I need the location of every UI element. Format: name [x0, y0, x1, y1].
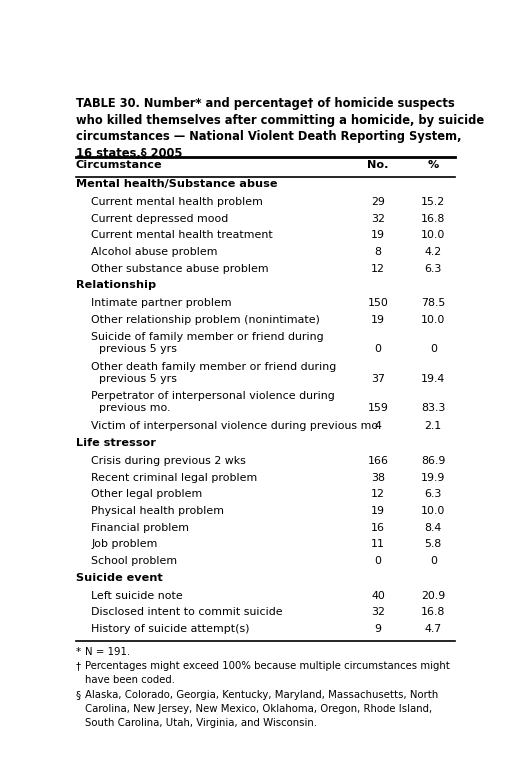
Text: Suicide event: Suicide event: [75, 573, 162, 583]
Text: Relationship: Relationship: [75, 281, 155, 291]
Text: 0: 0: [374, 344, 381, 353]
Text: 19.4: 19.4: [420, 374, 444, 384]
Text: Perpetrator of interpersonal violence during: Perpetrator of interpersonal violence du…: [91, 391, 334, 401]
Text: †: †: [75, 661, 84, 671]
Text: 16: 16: [370, 522, 384, 532]
Text: 5.8: 5.8: [424, 539, 441, 549]
Text: 19: 19: [370, 506, 384, 516]
Text: Suicide of family member or friend during: Suicide of family member or friend durin…: [91, 332, 323, 342]
Text: Circumstance: Circumstance: [75, 160, 162, 170]
Text: 10.0: 10.0: [420, 315, 445, 325]
Text: Current mental health treatment: Current mental health treatment: [91, 230, 273, 240]
Text: 40: 40: [371, 591, 384, 601]
Text: previous 5 yrs: previous 5 yrs: [99, 374, 177, 384]
Text: 19: 19: [370, 315, 384, 325]
Text: School problem: School problem: [91, 556, 177, 566]
Text: 8: 8: [374, 247, 381, 257]
Text: 4.7: 4.7: [424, 624, 441, 634]
Text: 150: 150: [367, 298, 388, 308]
Text: Mental health/Substance abuse: Mental health/Substance abuse: [75, 179, 276, 189]
Text: 12: 12: [371, 264, 384, 274]
Text: 0: 0: [374, 556, 381, 566]
Text: 0: 0: [429, 556, 436, 566]
Text: Financial problem: Financial problem: [91, 522, 189, 532]
Text: Carolina, New Jersey, New Mexico, Oklahoma, Oregon, Rhode Island,: Carolina, New Jersey, New Mexico, Oklaho…: [86, 704, 432, 714]
Text: 11: 11: [370, 539, 384, 549]
Text: Job problem: Job problem: [91, 539, 157, 549]
Text: Alcohol abuse problem: Alcohol abuse problem: [91, 247, 217, 257]
Text: No.: No.: [366, 160, 388, 170]
Text: South Carolina, Utah, Virginia, and Wisconsin.: South Carolina, Utah, Virginia, and Wisc…: [86, 718, 317, 728]
Text: 78.5: 78.5: [420, 298, 444, 308]
Text: 19: 19: [370, 230, 384, 240]
Text: 159: 159: [367, 404, 388, 413]
Text: 6.3: 6.3: [424, 489, 441, 499]
Text: 9: 9: [374, 624, 381, 634]
Text: History of suicide attempt(s): History of suicide attempt(s): [91, 624, 249, 634]
Text: Other substance abuse problem: Other substance abuse problem: [91, 264, 269, 274]
Text: Physical health problem: Physical health problem: [91, 506, 224, 516]
Text: *: *: [75, 647, 84, 656]
Text: 0: 0: [429, 344, 436, 353]
Text: 2.1: 2.1: [424, 422, 441, 431]
Text: 10.0: 10.0: [420, 506, 445, 516]
Text: Percentages might exceed 100% because multiple circumstances might: Percentages might exceed 100% because mu…: [86, 661, 449, 671]
Text: 10.0: 10.0: [420, 230, 445, 240]
Text: Current mental health problem: Current mental health problem: [91, 197, 263, 207]
Text: 4: 4: [374, 422, 381, 431]
Text: Current depressed mood: Current depressed mood: [91, 214, 228, 223]
Text: N = 191.: N = 191.: [86, 647, 130, 656]
Text: Crisis during previous 2 wks: Crisis during previous 2 wks: [91, 456, 246, 466]
Text: 166: 166: [367, 456, 388, 466]
Text: 83.3: 83.3: [420, 404, 445, 413]
Text: 86.9: 86.9: [420, 456, 445, 466]
Text: 38: 38: [370, 473, 384, 483]
Text: Other death family member or friend during: Other death family member or friend duri…: [91, 362, 336, 371]
Text: Life stressor: Life stressor: [75, 438, 155, 448]
Text: have been coded.: have been coded.: [86, 676, 175, 685]
Text: TABLE 30. Number* and percentage† of homicide suspects
who killed themselves aft: TABLE 30. Number* and percentage† of hom…: [75, 97, 483, 160]
Text: 20.9: 20.9: [420, 591, 444, 601]
Text: 29: 29: [371, 197, 384, 207]
Text: Recent criminal legal problem: Recent criminal legal problem: [91, 473, 257, 483]
Text: Left suicide note: Left suicide note: [91, 591, 183, 601]
Text: 12: 12: [371, 489, 384, 499]
Text: 8.4: 8.4: [424, 522, 441, 532]
Text: Intimate partner problem: Intimate partner problem: [91, 298, 232, 308]
Text: Other relationship problem (nonintimate): Other relationship problem (nonintimate): [91, 315, 320, 325]
Text: Other legal problem: Other legal problem: [91, 489, 202, 499]
Text: Victim of interpersonal violence during previous mo.: Victim of interpersonal violence during …: [91, 422, 381, 431]
Text: 32: 32: [371, 608, 384, 618]
Text: 37: 37: [370, 374, 384, 384]
Text: previous mo.: previous mo.: [99, 404, 171, 413]
Text: Disclosed intent to commit suicide: Disclosed intent to commit suicide: [91, 608, 282, 618]
Text: 4.2: 4.2: [424, 247, 441, 257]
Text: previous 5 yrs: previous 5 yrs: [99, 344, 177, 353]
Text: 16.8: 16.8: [420, 214, 445, 223]
Text: 32: 32: [371, 214, 384, 223]
Text: §: §: [75, 690, 84, 700]
Text: 15.2: 15.2: [420, 197, 444, 207]
Text: 16.8: 16.8: [420, 608, 445, 618]
Text: %: %: [427, 160, 438, 170]
Text: 19.9: 19.9: [420, 473, 445, 483]
Text: Alaska, Colorado, Georgia, Kentucky, Maryland, Massachusetts, North: Alaska, Colorado, Georgia, Kentucky, Mar…: [86, 690, 438, 700]
Text: 6.3: 6.3: [424, 264, 441, 274]
